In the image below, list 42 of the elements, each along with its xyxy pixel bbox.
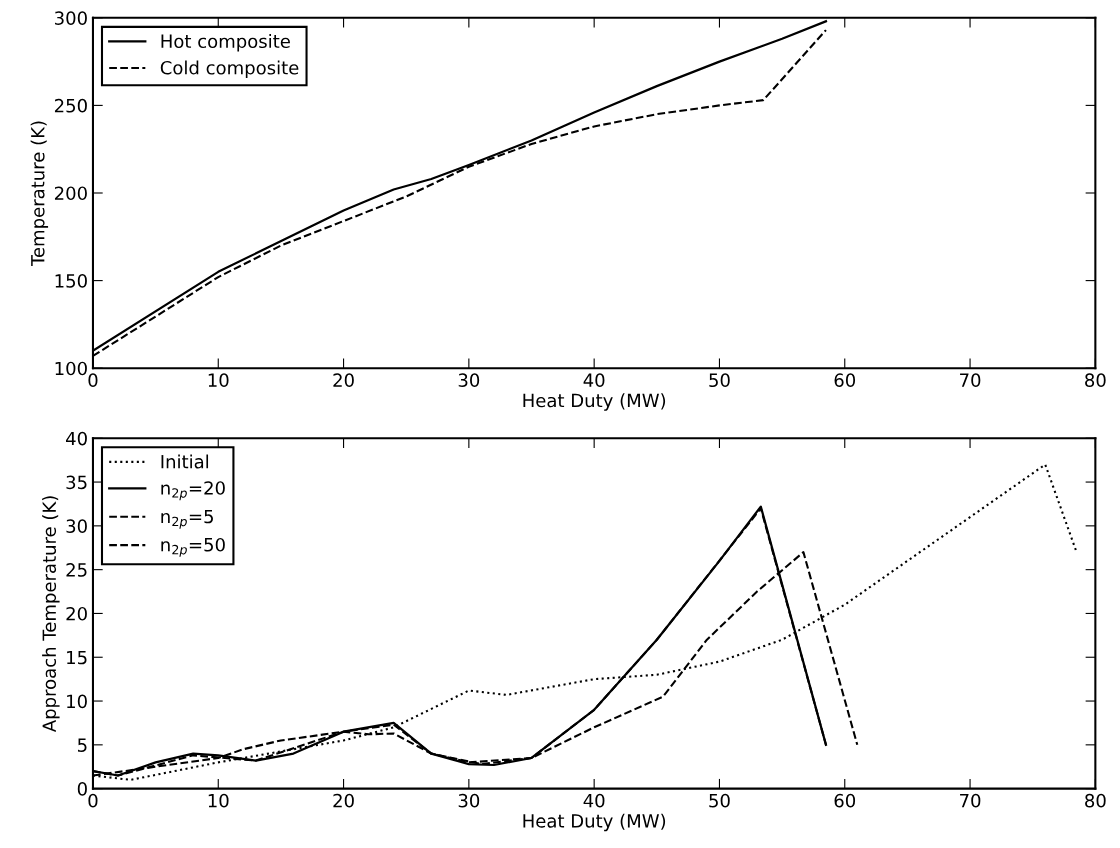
x-tick-label: 60 [834,793,856,808]
y-tick-label: 35 [66,475,87,490]
y-tick-label: 30 [66,519,87,533]
x-tick-label: 0 [88,793,98,808]
legend-label: n$_{2p}$=20 [161,481,225,501]
y-tick-label: 100 [55,361,87,376]
y-tick-label: 300 [55,11,87,25]
x-tick-label: 40 [583,373,605,388]
y-tick-label: 40 [66,431,87,446]
legend-label: Initial [161,454,209,469]
y-tick-label: 150 [55,274,87,288]
x-tick-label: 0 [88,373,98,388]
x-tick-label: 30 [458,793,480,808]
legend-label: n$_{2p}$=50 [161,537,225,557]
x-axis-title: Heat Duty (MW) [523,813,666,832]
y-tick-label: 0 [77,782,87,796]
x-tick-label: 30 [458,373,480,388]
x-tick-label: 50 [709,373,730,388]
x-tick-label: 20 [333,373,354,388]
y-tick-label: 20 [66,606,87,621]
x-tick-label: 10 [208,373,229,388]
x-tick-label: 80 [1085,793,1106,808]
y-tick-label: 200 [54,186,87,201]
x-tick-label: 10 [208,793,229,808]
y-tick-label: 25 [66,563,87,577]
y-tick-label: 5 [78,738,87,752]
y-axis-title: Temperature (K) [30,121,49,267]
y-tick-label: 250 [54,98,87,113]
x-tick-label: 80 [1085,373,1106,388]
y-tick-label: 10 [67,694,87,709]
x-tick-label: 50 [709,793,730,808]
x-tick-label: 70 [960,373,981,388]
x-tick-label: 60 [834,373,856,388]
y-tick-label: 15 [67,650,87,665]
x-axis-title: Heat Duty (MW) [523,393,666,411]
y-axis-title: Approach Temperature (K) [42,496,60,733]
legend-label: Hot composite [161,34,290,52]
x-tick-label: 70 [960,793,981,808]
legend-label: Cold composite [160,60,299,79]
x-tick-label: 40 [583,793,605,808]
legend-label: n$_{2p}$=5 [161,509,213,529]
x-tick-label: 20 [333,793,354,808]
